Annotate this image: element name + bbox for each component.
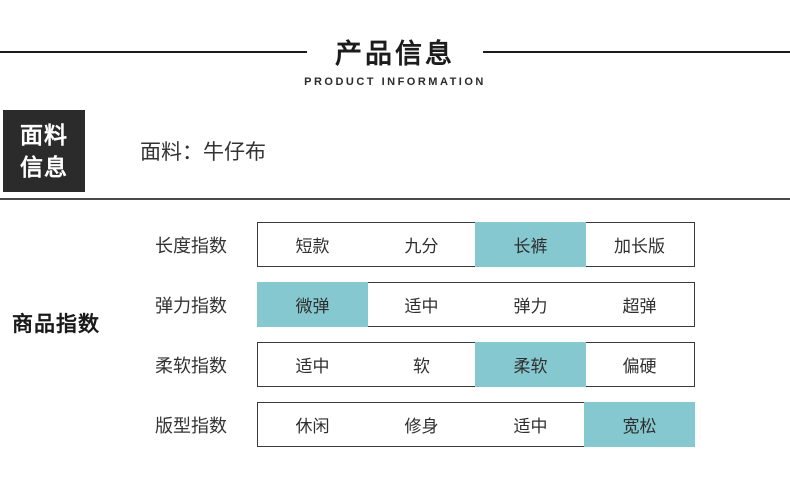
index-option-selected: 柔软 <box>475 342 586 387</box>
index-options-box: 短款 九分 长裤 加长版 <box>257 222 695 267</box>
page-subtitle: PRODUCT INFORMATION <box>304 76 486 88</box>
index-option: 超弹 <box>622 297 657 316</box>
index-row-label: 长度指数 <box>155 235 227 256</box>
index-row: 弹力指数 微弹 适中 弹力 超弹 <box>155 282 695 327</box>
index-option: 休闲 <box>295 417 330 436</box>
index-option-selected: 长裤 <box>475 222 586 267</box>
index-rows: 长度指数 短款 九分 长裤 加长版 弹力指数 微弹 适中 弹力 超弹 柔软指数 适中软柔软 偏硬 版型指数… <box>155 222 695 462</box>
index-option: 九分 <box>404 237 439 256</box>
index-option: 短款 <box>295 237 330 256</box>
index-options-box: 休闲 修身 适中 宽松 <box>257 402 695 447</box>
index-option: 加长版 <box>614 237 665 256</box>
index-option: 偏硬 <box>622 357 657 376</box>
index-option-selected: 宽松 <box>584 402 695 447</box>
header-right-rule <box>483 50 790 53</box>
index-option: 适中 <box>295 357 330 376</box>
index-row: 版型指数 休闲 修身 适中 宽松 <box>155 402 695 447</box>
fabric-info-badge: 面料 信息 <box>3 110 85 192</box>
fabric-badge-line2: 信息 <box>20 154 68 180</box>
index-row-label: 柔软指数 <box>155 355 227 376</box>
index-option: 适中 <box>513 417 548 436</box>
index-row-label: 版型指数 <box>155 415 227 436</box>
index-option: 软 <box>413 357 430 376</box>
index-row-label: 弹力指数 <box>155 295 227 316</box>
index-options-box: 微弹 适中 弹力 超弹 <box>257 282 695 327</box>
index-row: 柔软指数 适中 软 柔软 偏硬 <box>155 342 695 387</box>
fabric-value: 面料：牛仔布 <box>140 141 266 164</box>
section-divider <box>0 198 790 200</box>
header-title-row: 产品信息 <box>0 32 790 71</box>
fabric-badge-line1: 面料 <box>20 121 68 148</box>
index-option-selected: 微弹 <box>257 282 368 327</box>
page-header: 产品信息 PRODUCT INFORMATION <box>0 32 790 88</box>
index-option: 修身 <box>404 417 439 436</box>
index-option: 适中 <box>404 297 439 316</box>
index-option: 弹力 <box>513 297 548 316</box>
index-row: 长度指数 短款 九分 长裤 加长版 <box>155 222 695 267</box>
header-left-rule <box>0 50 307 53</box>
index-options-box: 适中 软 柔软 偏硬 <box>257 342 695 387</box>
index-section-title: 商品指数 <box>12 313 100 336</box>
page-title: 产品信息 <box>335 39 455 69</box>
